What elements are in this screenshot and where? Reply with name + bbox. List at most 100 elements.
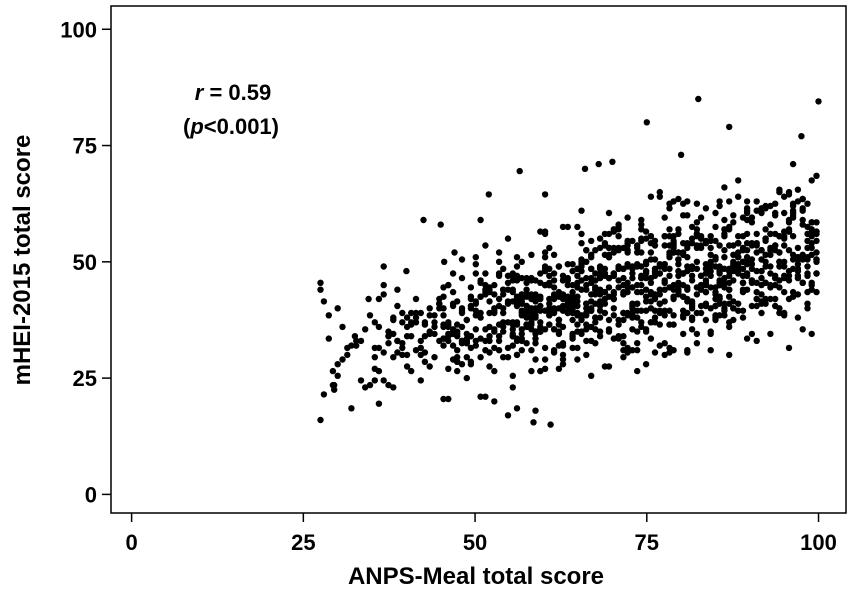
- data-point: [799, 251, 806, 258]
- data-point: [702, 302, 710, 310]
- data-point: [697, 309, 705, 317]
- data-point: [707, 272, 714, 279]
- data-point: [666, 265, 673, 272]
- data-point: [532, 277, 539, 284]
- data-point: [794, 244, 802, 252]
- data-point: [569, 305, 576, 312]
- data-point: [472, 254, 479, 261]
- data-point: [532, 407, 539, 414]
- data-point: [804, 300, 811, 307]
- data-point: [661, 312, 668, 319]
- data-point: [394, 349, 401, 356]
- data-point: [776, 186, 783, 193]
- data-point: [735, 240, 742, 247]
- data-point: [482, 270, 489, 277]
- data-point: [477, 335, 484, 342]
- x-axis-title: ANPS-Meal total score: [348, 563, 604, 590]
- data-point: [688, 235, 696, 242]
- data-point: [670, 237, 677, 245]
- data-point: [605, 230, 613, 238]
- data-point: [500, 286, 507, 293]
- data-point: [789, 202, 797, 210]
- data-point: [399, 309, 406, 317]
- data-point: [541, 249, 549, 256]
- data-point: [596, 274, 604, 282]
- data-point: [518, 291, 525, 298]
- data-point: [651, 349, 659, 356]
- data-point: [375, 323, 383, 331]
- data-point: [518, 258, 525, 265]
- data-point: [530, 419, 537, 426]
- data-point: [592, 319, 599, 326]
- data-points: [317, 95, 822, 428]
- data-point: [666, 307, 673, 314]
- data-point: [440, 305, 447, 312]
- data-point: [375, 367, 383, 375]
- data-point: [753, 267, 760, 275]
- data-point: [317, 279, 324, 286]
- data-point: [486, 284, 493, 291]
- data-point: [624, 279, 631, 286]
- data-point: [767, 251, 774, 258]
- data-point: [500, 305, 507, 312]
- data-point: [684, 347, 691, 354]
- data-point: [781, 233, 788, 240]
- data-point: [532, 340, 539, 347]
- data-point: [592, 291, 599, 298]
- p-symbol: p: [189, 114, 203, 139]
- data-point: [753, 295, 760, 303]
- data-point: [781, 263, 788, 270]
- data-point: [403, 363, 411, 370]
- data-point: [675, 281, 682, 289]
- data-point: [721, 279, 728, 286]
- data-point: [730, 242, 737, 249]
- data-point: [532, 298, 539, 305]
- data-point: [385, 333, 392, 340]
- data-point: [500, 309, 507, 317]
- data-point: [564, 298, 571, 305]
- data-point: [500, 291, 507, 298]
- data-point: [680, 314, 687, 321]
- data-point: [675, 267, 682, 275]
- data-point: [794, 291, 802, 298]
- data-point: [702, 270, 710, 277]
- data-point: [670, 321, 677, 328]
- data-point: [794, 267, 802, 275]
- data-point: [581, 165, 589, 172]
- data-point: [697, 281, 705, 289]
- data-point: [596, 265, 604, 272]
- data-point: [642, 307, 650, 314]
- data-point: [785, 219, 793, 226]
- data-point: [726, 323, 733, 331]
- data-point: [785, 228, 793, 235]
- data-point: [697, 214, 705, 221]
- data-point: [325, 312, 332, 319]
- data-point: [513, 405, 521, 412]
- data-point: [656, 193, 663, 200]
- data-point: [331, 386, 338, 393]
- data-point: [610, 226, 617, 233]
- data-point: [523, 302, 530, 310]
- data-point: [789, 233, 797, 240]
- data-point: [546, 321, 553, 328]
- data-point: [739, 265, 747, 272]
- data-point: [463, 337, 470, 345]
- data-point: [670, 249, 677, 256]
- data-point: [615, 284, 622, 291]
- data-point: [472, 307, 479, 314]
- data-point: [781, 288, 788, 296]
- data-point: [421, 349, 429, 356]
- data-point: [624, 344, 631, 352]
- data-point: [675, 261, 682, 268]
- data-point: [638, 307, 645, 314]
- data-point: [546, 300, 553, 307]
- data-point: [656, 291, 663, 298]
- data-point: [808, 286, 815, 293]
- data-point: [559, 307, 567, 314]
- data-point: [739, 307, 747, 314]
- x-tick-label: 0: [125, 530, 137, 555]
- data-point: [684, 242, 691, 249]
- data-point: [702, 261, 710, 268]
- data-point: [815, 98, 822, 105]
- data-point: [601, 288, 609, 296]
